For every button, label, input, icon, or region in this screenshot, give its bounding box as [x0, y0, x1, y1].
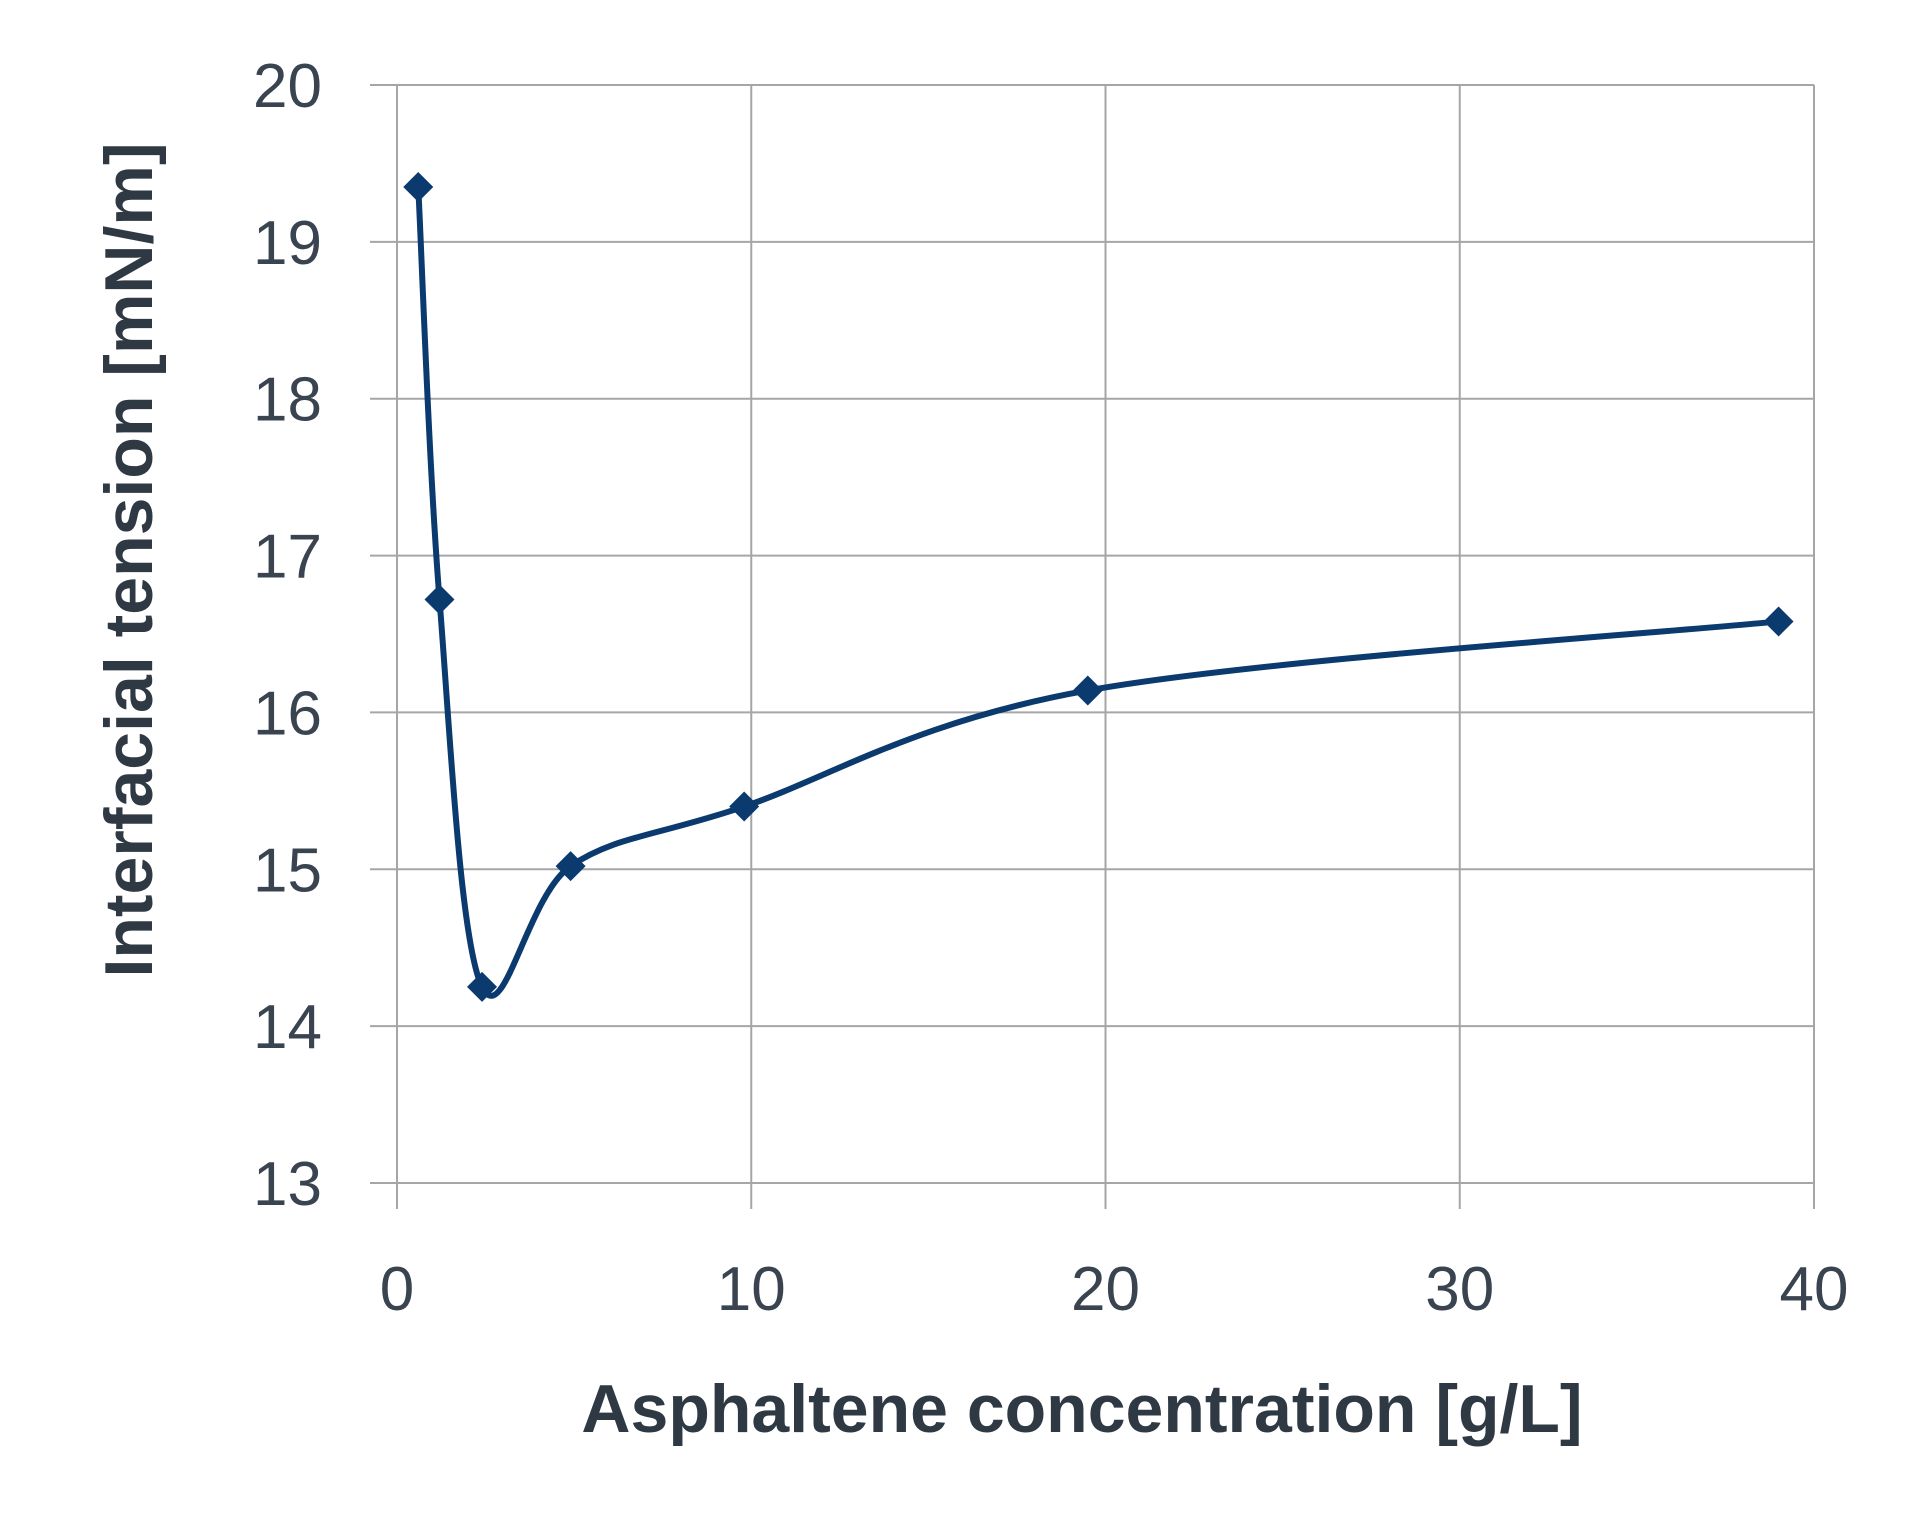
data-point-marker [403, 171, 434, 202]
x-tick-label: 20 [1071, 1255, 1140, 1324]
tick-labels: 13 14 15 16 17 18 19 20 0 10 20 30 40 [253, 52, 1848, 1324]
series-layer [403, 171, 1794, 1002]
x-tick-label: 30 [1425, 1255, 1494, 1324]
x-axis-title: Asphaltene concentration [g/L] [581, 1371, 1582, 1447]
series-line [415, 183, 1782, 999]
data-point-marker [555, 851, 586, 882]
y-tick-label: 18 [253, 366, 322, 435]
data-point-marker [729, 791, 760, 822]
axis-ticks [396, 1183, 1815, 1209]
data-point-marker [467, 971, 498, 1002]
x-tick-label: 40 [1780, 1255, 1849, 1324]
y-axis-title: Interfacial tension [mN/m] [91, 142, 167, 977]
y-tick-label: 17 [253, 523, 322, 592]
y-tick-label: 14 [253, 993, 322, 1062]
y-tick-label: 20 [253, 52, 322, 121]
y-tick-label: 16 [253, 679, 322, 748]
x-tick-label: 10 [717, 1255, 786, 1324]
data-point-marker [424, 584, 455, 615]
y-tick-label: 19 [253, 209, 322, 278]
x-tick-label: 0 [380, 1255, 414, 1324]
y-tick-label: 13 [253, 1150, 322, 1219]
gridlines [370, 84, 1815, 1184]
y-tick-label: 15 [253, 836, 322, 905]
data-point-marker [1072, 675, 1103, 706]
data-point-marker [1763, 606, 1794, 637]
